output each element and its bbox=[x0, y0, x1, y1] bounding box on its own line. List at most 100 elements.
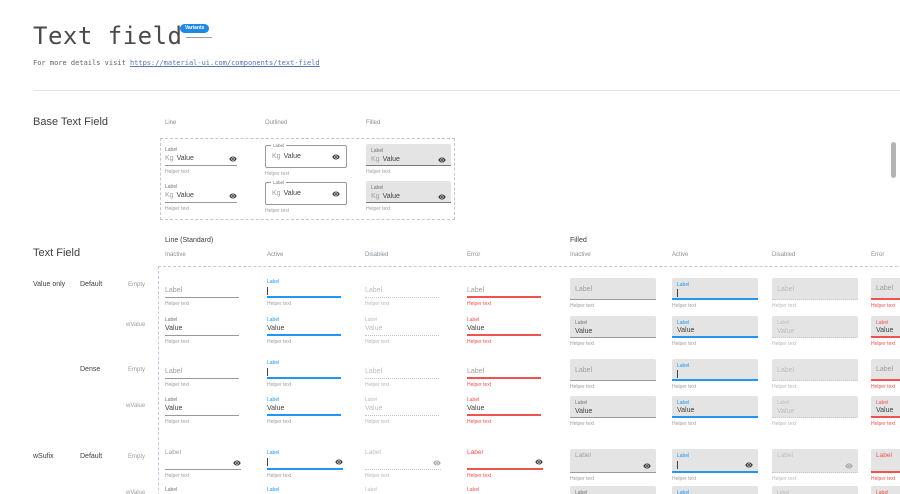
eye-icon[interactable] bbox=[745, 461, 753, 469]
text-input-area[interactable]: Label bbox=[365, 286, 439, 298]
filled-input-area[interactable]: Label bbox=[672, 278, 758, 300]
eye-icon[interactable] bbox=[643, 462, 651, 470]
helper-text: Helper text bbox=[165, 419, 190, 425]
filled-input-area[interactable]: Label bbox=[772, 359, 858, 381]
base-column-header: Filled bbox=[366, 120, 381, 126]
text-input-area[interactable] bbox=[267, 457, 343, 470]
floating-label: Label bbox=[876, 400, 889, 406]
text-input-area[interactable] bbox=[267, 286, 341, 298]
eye-icon[interactable] bbox=[535, 458, 543, 466]
text-input-area[interactable] bbox=[467, 457, 543, 470]
unit-prefix: Kg bbox=[165, 192, 174, 199]
text-input-area[interactable]: Value bbox=[365, 404, 439, 416]
text-input-area[interactable]: Label bbox=[365, 367, 439, 379]
text-input-area[interactable]: Value bbox=[467, 324, 541, 336]
filled-input-area[interactable]: Label bbox=[772, 278, 858, 300]
field-label: Label bbox=[876, 366, 894, 373]
eye-icon[interactable] bbox=[332, 190, 340, 198]
state-column-header: Error bbox=[467, 252, 481, 258]
text-input-area[interactable]: Value bbox=[267, 404, 341, 416]
field-value: Value bbox=[575, 407, 593, 415]
filled-input-area[interactable]: Label Kg Value bbox=[366, 144, 451, 166]
filled-input-area[interactable]: Label bbox=[871, 359, 900, 381]
filled-input-area[interactable]: Label bbox=[570, 359, 656, 381]
outlined-input-area[interactable]: Label Kg Value bbox=[265, 143, 347, 168]
scrollbar-thumb[interactable] bbox=[891, 142, 896, 178]
eye-icon[interactable] bbox=[438, 193, 446, 201]
eye-icon[interactable] bbox=[438, 156, 446, 164]
filled-text-field-inactive: Label Helper text bbox=[570, 449, 656, 482]
text-input-area[interactable]: Value bbox=[267, 324, 341, 336]
eye-icon[interactable] bbox=[433, 459, 441, 467]
filled-input-area[interactable]: Label bbox=[570, 449, 656, 473]
filled-input-area[interactable]: Label bbox=[672, 449, 758, 473]
row-density-label: Default bbox=[80, 453, 103, 460]
text-input-area[interactable] bbox=[365, 457, 441, 470]
filled-input-area[interactable]: Label Kg Value bbox=[366, 181, 451, 203]
grid-section-container bbox=[158, 266, 900, 494]
text-input-area[interactable]: Kg Value bbox=[165, 154, 237, 166]
floating-label: Label bbox=[777, 490, 790, 494]
filled-input-area[interactable]: Label bbox=[772, 449, 858, 473]
text-input-area[interactable] bbox=[267, 367, 341, 379]
helper-text: Helper text bbox=[467, 382, 492, 388]
text-input-area[interactable]: Label bbox=[467, 367, 541, 379]
docs-link[interactable]: https://material-ui.com/components/text-… bbox=[129, 59, 320, 67]
eye-icon[interactable] bbox=[233, 459, 241, 467]
text-input-area[interactable]: Value bbox=[165, 324, 239, 336]
floating-label: Label bbox=[677, 363, 690, 369]
text-input-area[interactable] bbox=[165, 457, 241, 470]
text-input-area[interactable]: Value bbox=[365, 324, 439, 336]
field-value: Value bbox=[165, 405, 183, 412]
filled-input-area[interactable]: Label bbox=[871, 449, 900, 473]
text-input-area[interactable]: Value bbox=[467, 404, 541, 416]
text-input-area[interactable]: Label bbox=[165, 286, 239, 298]
eye-icon[interactable] bbox=[845, 462, 853, 470]
filled-input-area[interactable]: Label bbox=[871, 278, 900, 300]
line-text-field-error: Label Helper text bbox=[467, 448, 543, 479]
text-input-area[interactable]: Kg Value bbox=[165, 191, 237, 203]
base-column-header: Line bbox=[165, 120, 177, 126]
row-state-label: Empty bbox=[128, 454, 146, 460]
filled-input-area[interactable]: Label bbox=[570, 278, 656, 300]
outlined-input-area[interactable]: Label Kg Value bbox=[265, 180, 347, 205]
text-input-area[interactable]: Value bbox=[165, 404, 239, 416]
eye-icon[interactable] bbox=[229, 192, 237, 200]
value-row bbox=[777, 459, 853, 472]
floating-label: Label bbox=[267, 279, 280, 285]
floating-label: Label bbox=[165, 184, 178, 190]
helper-text: Helper text bbox=[772, 303, 797, 309]
line-text-field-active: Label Helper text bbox=[267, 277, 341, 307]
helper-text: Helper text bbox=[570, 384, 595, 390]
page-title: Text field bbox=[33, 22, 183, 50]
line-text-field-inactive: Label Helper text bbox=[165, 277, 239, 307]
helper-text: Helper text bbox=[772, 421, 797, 427]
helper-text: Helper text bbox=[365, 301, 390, 307]
text-input-area[interactable]: Label bbox=[165, 367, 239, 379]
floating-label: Label bbox=[677, 490, 690, 494]
filled-input-area[interactable]: Label bbox=[672, 359, 758, 381]
floating-label: Label bbox=[777, 452, 793, 459]
eye-icon[interactable] bbox=[335, 458, 343, 466]
floating-label: Label bbox=[165, 147, 178, 153]
value-row: Kg Value bbox=[371, 154, 446, 165]
text-input-area[interactable]: Label bbox=[467, 286, 541, 298]
eye-icon[interactable] bbox=[332, 153, 340, 161]
eye-icon[interactable] bbox=[229, 155, 237, 163]
